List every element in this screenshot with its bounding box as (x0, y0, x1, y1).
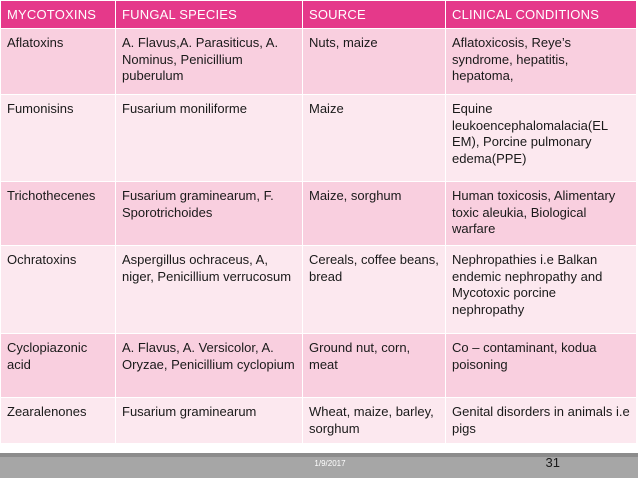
header-fungal-species: FUNGAL SPECIES (115, 0, 303, 29)
cell-fungal-species: A. Flavus, A. Versicolor, A. Oryzae, Pen… (115, 333, 303, 398)
slide-date: 1/9/2017 (314, 459, 346, 468)
table-header-row: MYCOTOXINS FUNGAL SPECIES SOURCE CLINICA… (0, 0, 637, 29)
cell-source: Maize (302, 94, 446, 182)
cell-mycotoxin: Zearalenones (0, 397, 116, 444)
cell-clinical-conditions: Co – contaminant, kodua poisoning (445, 333, 637, 398)
table-row: Aflatoxins A. Flavus,A. Parasiticus, A. … (0, 28, 637, 95)
cell-mycotoxin: Fumonisins (0, 94, 116, 182)
cell-clinical-conditions: Human toxicosis, Alimentary toxic aleuki… (445, 181, 637, 246)
mycotoxin-table: MYCOTOXINS FUNGAL SPECIES SOURCE CLINICA… (0, 0, 637, 444)
table-row: Zearalenones Fusarium graminearum Wheat,… (0, 397, 637, 444)
header-source: SOURCE (302, 0, 446, 29)
cell-fungal-species: A. Flavus,A. Parasiticus, A. Nominus, Pe… (115, 28, 303, 95)
cell-source: Wheat, maize, barley, sorghum (302, 397, 446, 444)
cell-mycotoxin: Ochratoxins (0, 245, 116, 334)
cell-source: Ground nut, corn, meat (302, 333, 446, 398)
table-row: Ochratoxins Aspergillus ochraceus, A, ni… (0, 245, 637, 334)
cell-clinical-conditions: Genital disorders in animals i.e pigs (445, 397, 637, 444)
cell-mycotoxin: Cyclopiazonic acid (0, 333, 116, 398)
footer-stripe (0, 453, 638, 457)
footer-bar (0, 453, 638, 478)
page-number: 31 (545, 455, 560, 470)
cell-clinical-conditions: Nephropathies i.e Balkan endemic nephrop… (445, 245, 637, 334)
table-row: Fumonisins Fusarium moniliforme Maize Eq… (0, 94, 637, 182)
cell-source: Nuts, maize (302, 28, 446, 95)
header-clinical-conditions: CLINICAL CONDITIONS (445, 0, 637, 29)
cell-clinical-conditions: Aflatoxicosis, Reye’s syndrome, hepatiti… (445, 28, 637, 95)
header-mycotoxins: MYCOTOXINS (0, 0, 116, 29)
cell-fungal-species: Fusarium graminearum, F. Sporotrichoides (115, 181, 303, 246)
cell-source: Cereals, coffee beans, bread (302, 245, 446, 334)
cell-mycotoxin: Aflatoxins (0, 28, 116, 95)
cell-clinical-conditions: Equine leukoencephalomalacia(EL EM), Por… (445, 94, 637, 182)
cell-fungal-species: Fusarium graminearum (115, 397, 303, 444)
cell-fungal-species: Fusarium moniliforme (115, 94, 303, 182)
table-row: Trichothecenes Fusarium graminearum, F. … (0, 181, 637, 246)
cell-mycotoxin: Trichothecenes (0, 181, 116, 246)
cell-source: Maize, sorghum (302, 181, 446, 246)
table-row: Cyclopiazonic acid A. Flavus, A. Versico… (0, 333, 637, 398)
cell-fungal-species: Aspergillus ochraceus, A, niger, Penicil… (115, 245, 303, 334)
